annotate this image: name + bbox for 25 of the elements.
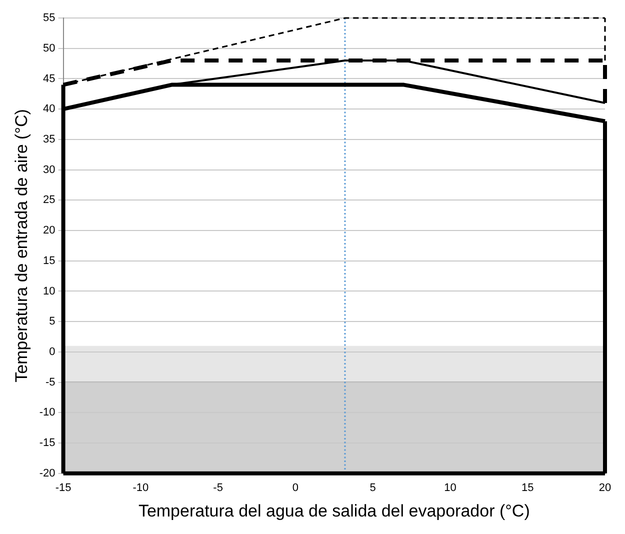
x-axis-title: Temperatura del agua de salida del evaporador (°C) (138, 501, 530, 520)
y-tick-label: -10 (39, 406, 56, 419)
x-tick-label: 20 (598, 482, 612, 494)
x-tick-label: 10 (444, 482, 456, 494)
y-tick-label: 40 (43, 103, 56, 116)
y-tick-label: 0 (49, 346, 56, 358)
x-tick-label: 0 (292, 482, 299, 494)
y-tick-label: 5 (49, 316, 56, 328)
y-tick-label: 45 (43, 72, 56, 85)
y-tick-label: -5 (46, 376, 56, 388)
y-tick-label: 30 (43, 164, 56, 176)
y-tick-label: -15 (39, 437, 56, 450)
x-tick-label: 5 (370, 482, 376, 494)
y-axis-title: Temperatura de entrada de aire (°C) (12, 109, 31, 382)
y-tick-label: 15 (43, 254, 56, 267)
x-tick-label: -5 (213, 482, 223, 494)
x-tick-label: -10 (132, 482, 149, 494)
y-tick-label: 55 (43, 12, 56, 24)
y-tick-label: 10 (43, 285, 56, 298)
y-tick-label: 35 (43, 133, 56, 146)
y-tick-label: 50 (43, 42, 56, 54)
y-tick-label: -20 (39, 467, 56, 480)
x-tick-label: 15 (521, 482, 534, 494)
y-tick-label: 25 (43, 194, 56, 206)
y-tick-label: 20 (43, 224, 56, 237)
